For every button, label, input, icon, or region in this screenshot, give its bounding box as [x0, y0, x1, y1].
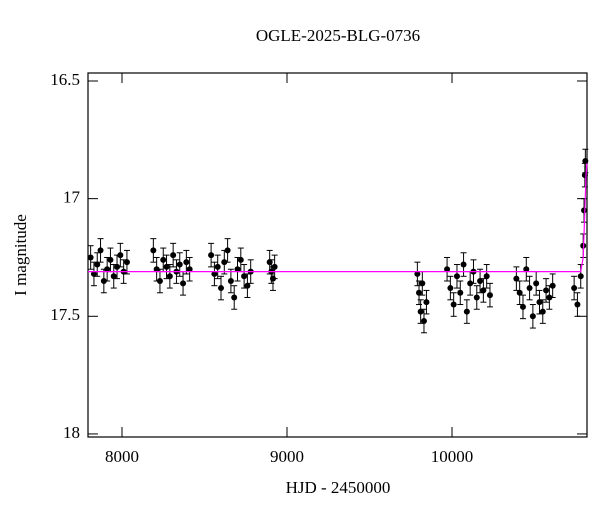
- data-point: [577, 273, 584, 280]
- data-point: [571, 285, 578, 292]
- data-point: [110, 273, 117, 280]
- chart-title: OGLE-2025-BLG-0736: [256, 26, 420, 45]
- data-point: [166, 273, 173, 280]
- data-point: [94, 261, 101, 268]
- data-point: [419, 280, 426, 287]
- data-point: [224, 247, 231, 254]
- data-point: [473, 294, 480, 301]
- data-point: [477, 278, 484, 284]
- x-tick-label: 9000: [270, 447, 304, 466]
- data-point: [582, 158, 589, 164]
- data-point: [519, 303, 526, 310]
- data-point: [123, 259, 130, 266]
- y-tick-label: 16.5: [50, 70, 80, 89]
- data-point: [467, 280, 474, 287]
- data-point: [416, 289, 423, 296]
- data-point: [453, 273, 460, 280]
- data-point: [231, 294, 238, 301]
- plot-frame: [87, 72, 588, 438]
- data-point: [170, 252, 177, 259]
- data-point: [533, 280, 540, 287]
- data-point: [183, 259, 190, 266]
- data-point: [581, 207, 588, 214]
- data-point: [241, 273, 248, 280]
- model-curve: [88, 163, 588, 273]
- data-point: [480, 287, 487, 294]
- data-point: [180, 280, 187, 287]
- x-tick-label: 10000: [431, 447, 474, 466]
- data-point: [237, 256, 244, 263]
- data-point: [160, 256, 167, 263]
- data-point: [153, 266, 160, 273]
- data-point: [523, 266, 530, 273]
- data-point: [529, 313, 536, 320]
- y-axis-label: I magnitude: [11, 214, 30, 296]
- data-point: [444, 266, 451, 273]
- data-point: [417, 308, 424, 315]
- data-point: [483, 273, 490, 280]
- data-point: [90, 270, 97, 277]
- data-point: [271, 263, 278, 270]
- data-point: [414, 270, 421, 277]
- data-point: [543, 287, 550, 294]
- y-tick-label: 17: [63, 188, 81, 207]
- data-point: [549, 282, 556, 289]
- x-tick-label: 8000: [105, 447, 139, 466]
- data-point: [87, 254, 94, 261]
- data-point: [227, 278, 234, 284]
- y-tick-label: 18: [63, 423, 80, 442]
- data-point: [460, 261, 467, 268]
- data-point: [156, 278, 163, 284]
- data-point: [574, 301, 581, 308]
- data-point: [234, 266, 241, 273]
- data-point: [486, 292, 493, 299]
- data-point: [539, 308, 546, 315]
- data-point: [114, 263, 121, 270]
- data-point: [221, 259, 228, 266]
- data-point: [186, 266, 193, 273]
- data-point: [218, 285, 225, 292]
- data-point: [423, 299, 430, 306]
- data-point: [208, 252, 215, 259]
- y-tick-label: 17.5: [50, 305, 80, 324]
- data-point: [163, 263, 170, 270]
- data-point: [100, 278, 107, 284]
- data-point: [463, 308, 470, 315]
- data-point: [211, 270, 218, 277]
- data-point: [97, 247, 104, 254]
- data-point: [513, 275, 520, 282]
- data-point: [450, 301, 457, 308]
- x-axis-label: HJD - 2450000: [286, 478, 391, 497]
- data-point: [107, 256, 114, 263]
- data-point: [516, 289, 523, 296]
- data-point: [420, 318, 427, 324]
- data-point: [244, 282, 251, 289]
- data-point: [526, 285, 533, 292]
- data-point: [447, 285, 454, 292]
- data-point: [150, 247, 157, 254]
- data-point: [176, 261, 183, 268]
- data-point: [546, 294, 553, 301]
- data-point: [457, 289, 464, 296]
- data-point: [117, 252, 124, 259]
- data-point: [104, 266, 111, 273]
- data-point: [536, 299, 543, 306]
- data-point: [214, 263, 221, 270]
